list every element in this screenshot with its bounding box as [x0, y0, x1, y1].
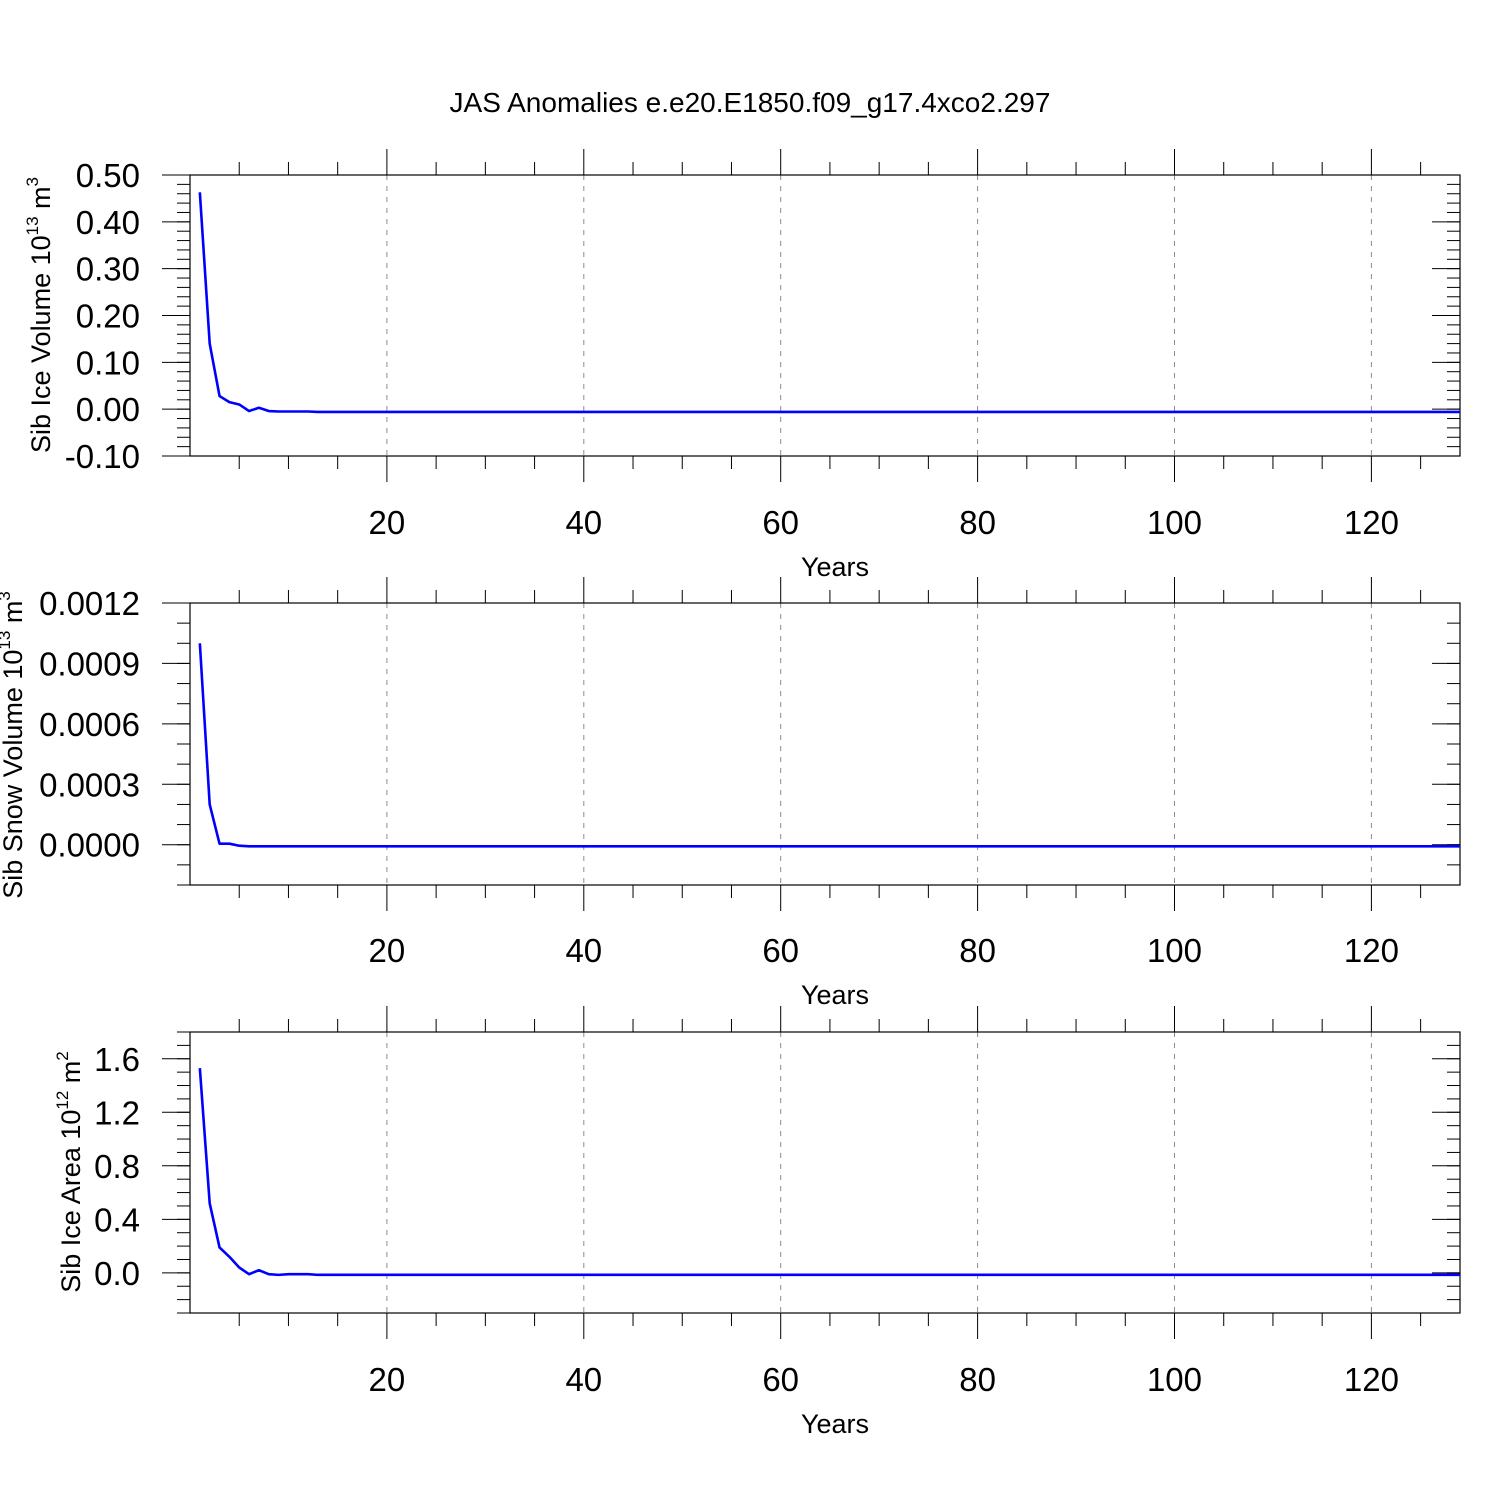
x-tick-label: 40 [565, 1361, 602, 1398]
y-axis-label-superscript: 2 [53, 1051, 72, 1060]
y-tick-label: 1.2 [94, 1094, 140, 1131]
y-axis-label-part: Sib Snow Volume 10 [0, 650, 28, 899]
y-axis-label-superscript: 13 [23, 216, 42, 235]
plot-frame [189, 174, 1461, 457]
y-axis-label-part: m [0, 601, 28, 631]
y-tick-label: -0.10 [65, 438, 140, 475]
x-tick-label: 60 [762, 504, 799, 541]
y-axis-label-superscript: 12 [53, 1091, 72, 1110]
x-tick-label: 100 [1147, 1361, 1202, 1398]
y-axis-label-part: m [56, 1061, 86, 1091]
x-axis-label: Years [801, 1409, 869, 1439]
x-tick-label: 80 [959, 504, 996, 541]
y-axis-label: Sib Ice Volume 1013 m3 [23, 177, 56, 453]
x-tick-label: 20 [369, 932, 406, 969]
y-axis-label: Sib Ice Area 1012 m2 [53, 1051, 86, 1293]
y-tick-label: 0.4 [94, 1201, 140, 1238]
y-tick-label: 0.8 [94, 1148, 140, 1185]
series-line [198, 643, 1460, 848]
x-tick-label: 80 [959, 932, 996, 969]
plot-frame [189, 1031, 1461, 1314]
chart-title: JAS Anomalies e.e20.E1850.f09_g17.4xco2.… [450, 87, 1051, 118]
x-tick-label: 20 [369, 504, 406, 541]
y-tick-label: 0.20 [76, 298, 140, 335]
panel-3: 0.0 0.4 0.8 1.2 1.6 20 40 60 80 100 120 Years Sib Ic… [53, 1006, 1461, 1439]
y-axis-label-part: m [26, 186, 56, 216]
y-axis-label-superscript: 13 [0, 631, 14, 650]
x-tick-label: 120 [1344, 932, 1399, 969]
x-tick-label: 20 [369, 1361, 406, 1398]
x-tick-label: 100 [1147, 504, 1202, 541]
y-tick-label: 0.0 [94, 1255, 140, 1292]
x-axis-label: Years [801, 980, 869, 1010]
y-axis-label-superscript: 3 [23, 177, 42, 186]
y-axis-label-superscript: 3 [0, 591, 14, 600]
series-line [198, 1068, 1460, 1277]
plot-frame [189, 602, 1461, 886]
panel-2: 0.0000 0.0003 0.0006 0.0009 0.0012 20 40 60 80 10… [0, 577, 1461, 1010]
y-tick-label: 0.0003 [39, 766, 140, 803]
x-axis-label: Years [801, 552, 869, 582]
y-tick-label: 0.30 [76, 251, 140, 288]
y-tick-label: 0.50 [76, 157, 140, 194]
y-tick-label: 0.0009 [39, 645, 140, 682]
series-line [198, 192, 1460, 414]
y-tick-label: 0.0012 [39, 585, 140, 622]
x-tick-label: 120 [1344, 504, 1399, 541]
x-tick-label: 80 [959, 1361, 996, 1398]
x-tick-label: 40 [565, 932, 602, 969]
y-axis-label-part: Sib Ice Area 10 [56, 1110, 86, 1293]
y-axis-label-part: Sib Ice Volume 10 [26, 235, 56, 453]
x-tick-label: 60 [762, 1361, 799, 1398]
y-tick-label: 0.00 [76, 391, 140, 428]
x-tick-label: 100 [1147, 932, 1202, 969]
x-tick-label: 40 [565, 504, 602, 541]
panel-1: -0.10 0.00 0.10 0.20 0.30 0.40 0.50 20 40 60 80 100… [23, 149, 1461, 582]
x-tick-label: 60 [762, 932, 799, 969]
y-tick-label: 0.0006 [39, 706, 140, 743]
y-tick-label: 1.6 [94, 1041, 140, 1078]
y-tick-label: 0.0000 [39, 827, 140, 864]
y-tick-label: 0.10 [76, 344, 140, 381]
x-tick-label: 120 [1344, 1361, 1399, 1398]
y-tick-label: 0.40 [76, 204, 140, 241]
y-axis-label: Sib Snow Volume 1013 m3 [0, 591, 28, 899]
